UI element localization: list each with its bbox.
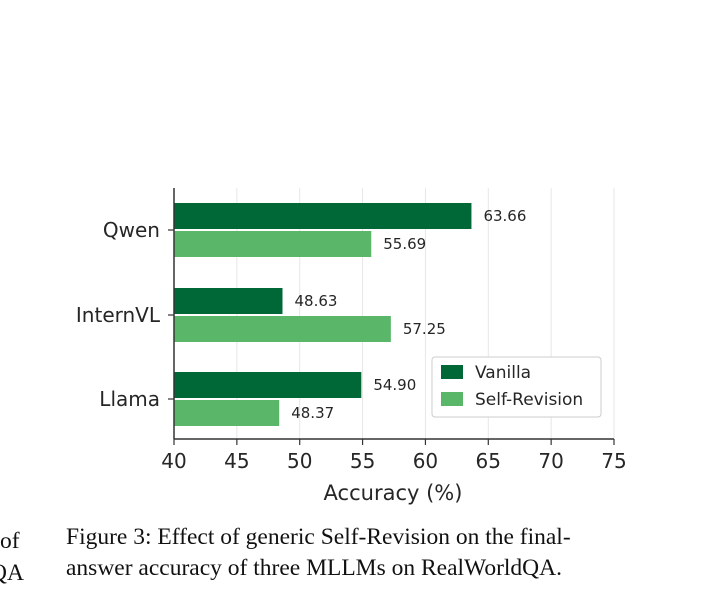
legend-swatch [441,392,463,406]
bars: 63.66 55.69 48.63 57.25 54.90 48.37 [174,203,526,426]
x-tick-label: 55 [350,449,375,473]
bar-chart: 63.66 55.69 48.63 57.25 54.90 48.37 40 45 50 55 6… [76,188,627,505]
cropped-line-1: of [0,528,20,554]
data-label: 55.69 [383,235,426,253]
data-label: 54.90 [373,376,416,394]
x-tick-label: 40 [161,449,186,473]
bar-vanilla-qwen [174,203,472,229]
cropped-text-fragment: of [0,528,20,555]
data-label: 63.66 [483,207,526,225]
data-label: 48.37 [291,404,334,422]
x-tick-label: 50 [287,449,312,473]
bar-self-revision-llama [174,400,280,426]
y-ticks: Qwen InternVL Llama [76,218,174,411]
cropped-line-2: QA [0,560,24,586]
y-tick-label-qwen: Qwen [103,218,160,242]
bar-self-revision-internvl [174,316,391,342]
x-ticks: 40 45 50 55 60 65 70 75 [161,439,627,473]
grid-lines [173,188,615,439]
caption-line-2: answer accuracy of three MLLMs on RealWo… [66,555,563,581]
bar-self-revision-qwen [174,231,372,257]
bar-vanilla-internvl [174,288,283,314]
x-tick-label: 45 [224,449,249,473]
y-tick-label-llama: Llama [99,387,160,411]
legend-swatch [441,365,463,379]
cropped-text-fragment-2: QA [0,560,24,587]
data-label: 57.25 [403,320,446,338]
y-tick-label-internvl: InternVL [76,303,161,327]
caption-line-1: Figure 3: Effect of generic Self-Revisio… [66,524,571,550]
x-tick-label: 60 [413,449,438,473]
legend: Vanilla Self-Revision [431,356,602,418]
x-tick-label: 70 [538,449,563,473]
legend-label: Vanilla [475,363,531,383]
data-label: 48.63 [294,292,337,310]
x-tick-label: 75 [601,449,626,473]
bar-vanilla-llama [174,372,362,398]
x-tick-label: 65 [476,449,501,473]
legend-box [431,356,602,418]
x-axis-title: Accuracy (%) [324,481,463,505]
figure-caption: Figure 3: Effect of generic Self-Revisio… [66,522,666,584]
legend-label: Self-Revision [475,390,583,410]
